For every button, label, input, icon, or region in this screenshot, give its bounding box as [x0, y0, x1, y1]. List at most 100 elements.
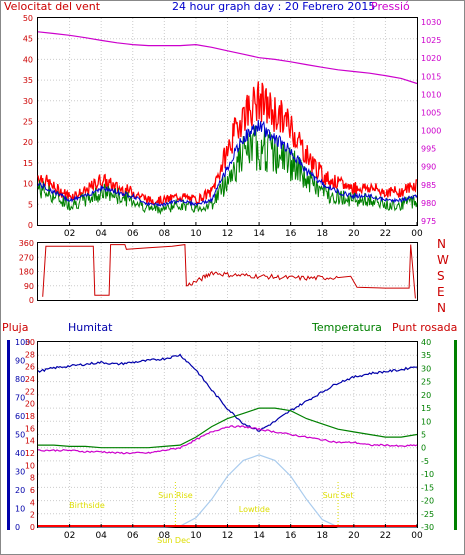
y-tick-label: 20 [421, 391, 431, 400]
x-tick-label: 08 [159, 531, 171, 541]
y-tick-label: 70 [15, 394, 25, 403]
annotation-label: Sun Set [323, 491, 354, 500]
annotation-label: Birthside [69, 501, 105, 510]
rain-label: Pluja [2, 321, 28, 334]
y-tick-label: 30 [25, 338, 35, 347]
y-tick-label: 20 [23, 138, 33, 147]
y-tick-label: 15 [23, 159, 33, 168]
x-tick-label: 18 [317, 229, 329, 239]
top-x-axis: 02 04 06 08 10 12 14 16 18 20 22 00 [64, 222, 423, 239]
y-tick-label: 1030 [421, 18, 441, 27]
top-gridlines [38, 18, 417, 225]
y-tick-label: 10 [25, 461, 35, 470]
y-tick-label: 35 [23, 76, 33, 85]
dewpoint-line [37, 425, 418, 455]
y-tick-label: 16 [25, 424, 35, 433]
x-tick-label: 04 [95, 531, 107, 541]
y-tick-label: 975 [421, 217, 436, 226]
compass-n-bottom: N [437, 301, 446, 315]
y-tick-label: 6 [30, 486, 35, 495]
x-tick-label: 00 [411, 229, 423, 239]
compass-e: E [437, 285, 445, 299]
bottom-annotations: Sun Rise Sun Set Sun Dec Birthside Lowtide [69, 482, 353, 545]
direction-series-group [42, 244, 416, 299]
y-tick-label: 28 [25, 350, 35, 359]
x-tick-label: 02 [64, 531, 75, 541]
y-tick-label: 0 [28, 221, 33, 230]
y-tick-label: 90 [24, 282, 34, 291]
y-tick-label: -5 [421, 457, 429, 466]
y-tick-label: 1010 [421, 90, 441, 99]
y-tick-label: 15 [421, 404, 431, 413]
compass-w: W [437, 253, 449, 267]
y-tick-label: 20 [25, 400, 35, 409]
wind-speed-label: Velocitat del vent [4, 0, 101, 13]
direction-left-axis: 0 90 180 270 360 [19, 239, 34, 305]
y-tick-label: 40 [421, 338, 431, 347]
y-tick-label: 180 [19, 268, 34, 277]
direction-gridlines [38, 243, 417, 300]
y-tick-label: 0 [15, 523, 20, 532]
gust-series-line [37, 81, 418, 206]
y-tick-label: 0 [30, 523, 35, 532]
x-tick-label: 14 [253, 531, 265, 541]
y-tick-label: 360 [19, 239, 34, 248]
y-tick-label: 10 [23, 180, 33, 189]
x-tick-label: 18 [317, 531, 329, 541]
y-tick-label: 40 [15, 449, 25, 458]
annotation-label: Lowtide [239, 505, 270, 514]
wind-average-line [37, 120, 418, 208]
y-tick-label: 270 [19, 253, 34, 262]
y-tick-label: 25 [421, 378, 431, 387]
top-series-group [37, 31, 418, 216]
x-tick-label: 12 [222, 229, 233, 239]
y-tick-label: 26 [25, 363, 35, 372]
y-tick-label: 5 [421, 431, 426, 440]
compass-n-top: N [437, 237, 446, 251]
y-tick-label: -30 [421, 523, 434, 532]
y-tick-label: -20 [421, 497, 434, 506]
y-tick-label: 50 [23, 14, 33, 23]
bottom-x-axis: 02 04 06 08 10 12 14 16 18 20 22 00 [64, 524, 423, 541]
y-tick-label: 24 [25, 375, 35, 384]
top-left-axis: 0 5 10 15 20 25 30 35 40 45 50 [23, 14, 33, 230]
y-tick-label: 60 [15, 412, 25, 421]
x-tick-label: 20 [348, 229, 360, 239]
y-tick-label: -15 [421, 483, 434, 492]
y-tick-label: 40 [23, 55, 33, 64]
y-tick-label: 35 [421, 351, 431, 360]
temperature-line [38, 407, 418, 449]
y-tick-label: 30 [15, 468, 25, 477]
y-tick-label: 30 [23, 97, 33, 106]
x-tick-label: 08 [159, 229, 171, 239]
y-tick-label: 80 [15, 375, 25, 384]
humidity-axis: 0 10 20 30 40 50 60 70 80 90 100 [15, 338, 30, 532]
y-tick-label: 1015 [421, 72, 441, 81]
compass-s: S [437, 269, 445, 283]
y-tick-label: 50 [15, 431, 25, 440]
y-tick-label: 995 [421, 145, 436, 154]
temperature-label: Temperatura [311, 321, 382, 334]
y-tick-label: 990 [421, 163, 436, 172]
y-tick-label: 8 [30, 474, 35, 483]
x-tick-label: 10 [190, 229, 202, 239]
compass-labels: N W S E N [437, 237, 449, 315]
y-tick-label: 18 [25, 412, 35, 421]
pressure-label: Pressió [371, 0, 410, 13]
y-tick-label: 2 [30, 511, 35, 520]
x-tick-label: 22 [380, 229, 391, 239]
y-tick-label: 1000 [421, 127, 441, 136]
temperature-axis: -30 -25 -20 -15 -10 -5 0 5 10 15 20 25 30 35 40 [421, 338, 434, 532]
y-tick-label: 14 [25, 437, 35, 446]
y-tick-label: 980 [421, 199, 436, 208]
x-tick-label: 02 [64, 229, 75, 239]
top-right-axis: 975 980 985 990 995 1000 1005 1010 1015 1020 1025 1… [421, 18, 441, 226]
x-tick-label: 16 [285, 229, 297, 239]
y-tick-label: 30 [421, 364, 431, 373]
y-tick-label: 25 [23, 118, 33, 127]
y-tick-label: 12 [25, 449, 35, 458]
x-tick-label: 12 [222, 531, 233, 541]
